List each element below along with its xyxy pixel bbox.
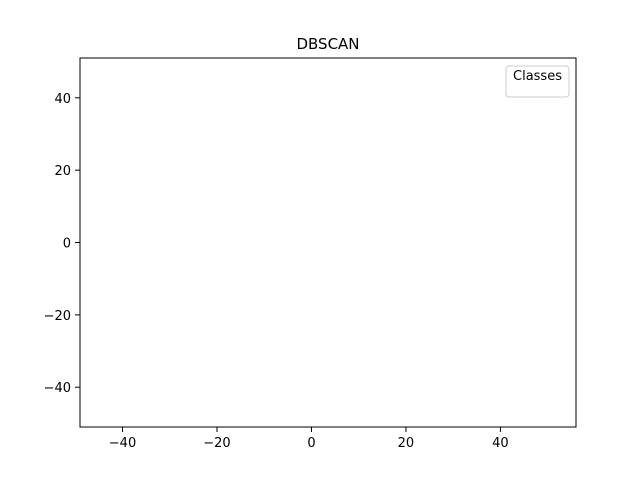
y-axis: −40 −20 0 20 40 (44, 92, 80, 396)
legend-title: Classes (513, 69, 562, 84)
legend-box (505, 65, 570, 98)
x-tick-label: −40 (109, 436, 136, 451)
x-tick-label: −20 (203, 436, 230, 451)
axes-background (80, 58, 576, 427)
y-tick-label: 20 (54, 164, 71, 179)
x-tick-label: 20 (398, 436, 415, 451)
y-tick-label: −20 (44, 309, 71, 324)
x-axis: −40 −20 0 20 40 (109, 427, 509, 451)
x-tick-label: 40 (492, 436, 509, 451)
x-tick-label: 0 (307, 436, 315, 451)
y-tick-label: 0 (63, 237, 71, 252)
y-tick-label: −40 (44, 381, 71, 396)
chart-title: DBSCAN (296, 35, 359, 53)
plot-area (79, 57, 577, 428)
y-tick-label: 40 (54, 92, 71, 107)
legend: Classes (505, 65, 570, 98)
